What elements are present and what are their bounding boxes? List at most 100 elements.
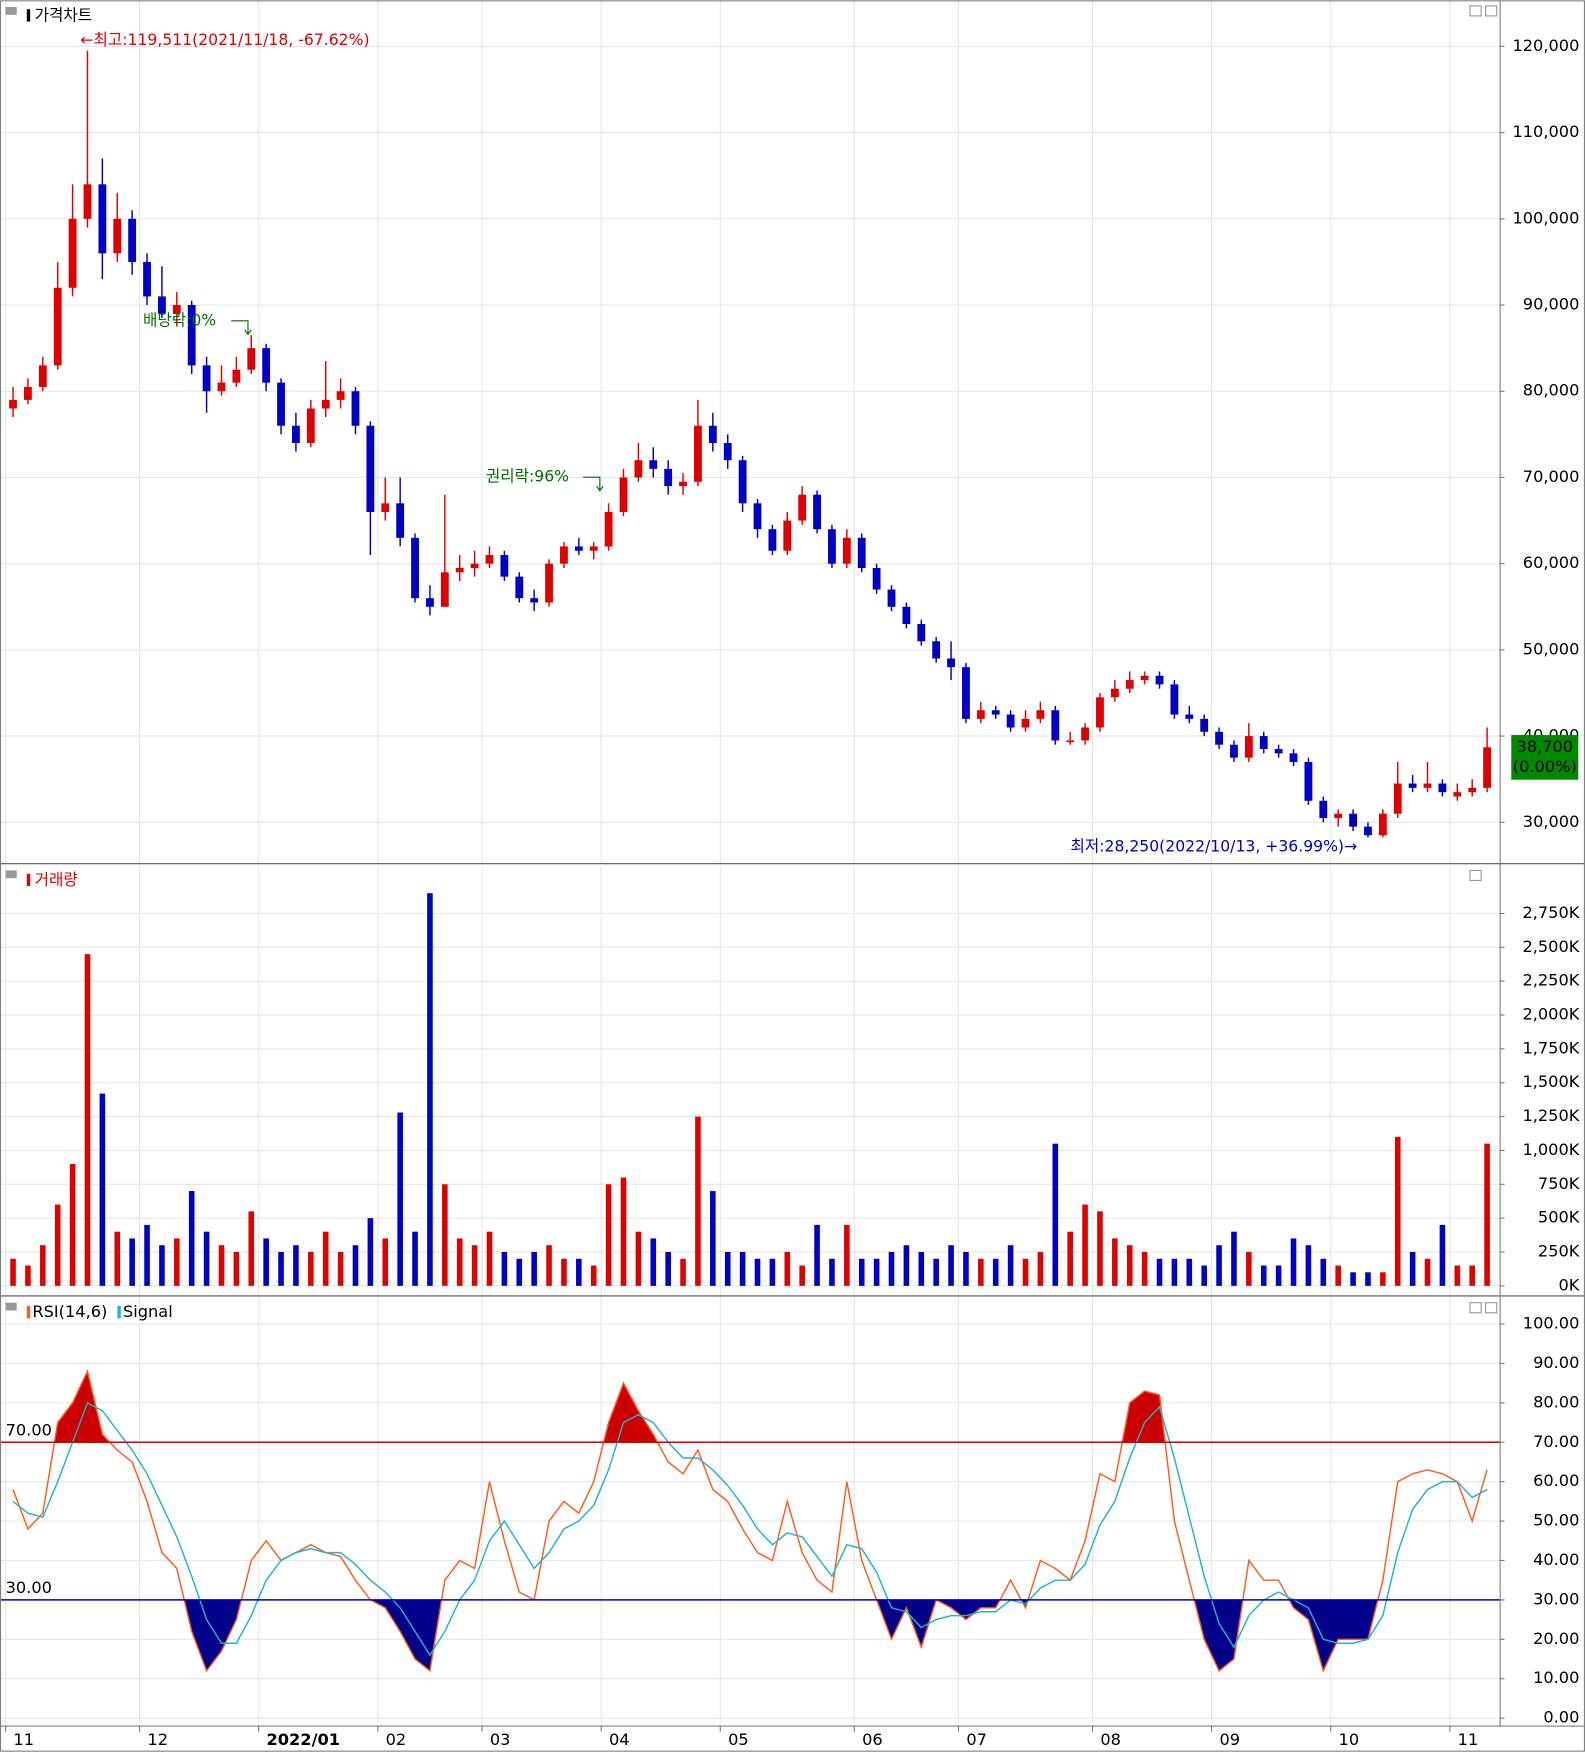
volume-bar (948, 1245, 954, 1286)
y-tick-label: 60.00 (1533, 1471, 1579, 1490)
candle-body (277, 382, 285, 426)
volume-bar (263, 1238, 269, 1286)
y-tick-label: 1,750K (1522, 1038, 1579, 1057)
candle-body (1334, 813, 1343, 819)
candle-body (604, 511, 613, 547)
candle-body (292, 425, 300, 443)
y-tick-label: 2,000K (1522, 1005, 1579, 1024)
volume-bar (1380, 1272, 1386, 1286)
panel-title: 가격차트 (35, 5, 93, 24)
candle-body (202, 365, 211, 392)
volume-bar (769, 1258, 776, 1286)
legend-swatch (26, 873, 31, 887)
y-tick-label: 1,500K (1522, 1072, 1579, 1091)
volume-bar (1350, 1272, 1356, 1286)
close-button[interactable] (1485, 5, 1498, 17)
x-tick-label: 11 (1458, 1730, 1479, 1749)
volume-bar (397, 1112, 403, 1286)
candle-body (515, 576, 524, 599)
annotation: ←최고:119,511(2021/11/18, -67.62%) (80, 30, 369, 49)
volume-bar (1275, 1265, 1282, 1286)
candle-body (619, 477, 628, 512)
volume-bar (114, 1231, 121, 1286)
volume-bar (1171, 1258, 1178, 1286)
minimize-button[interactable] (1469, 5, 1482, 17)
candle-body (1200, 718, 1209, 732)
candle-body (1170, 684, 1179, 715)
y-tick-label: 750K (1538, 1174, 1580, 1193)
volume-bar (605, 1184, 612, 1286)
y-tick-label: 100,000 (1512, 208, 1579, 227)
volume-bar (814, 1224, 820, 1286)
candle-body (708, 425, 717, 443)
y-tick-label: 80,000 (1523, 381, 1580, 400)
panel-icon (5, 870, 17, 879)
y-tick-label: 50,000 (1523, 639, 1580, 658)
legend-swatch (26, 1306, 31, 1319)
candle-body (1274, 749, 1283, 754)
threshold-label: 30.00 (6, 1578, 52, 1597)
candle-body (1378, 813, 1387, 836)
x-tick-label: 09 (1219, 1730, 1240, 1749)
candle-body (574, 546, 583, 551)
volume-bar (144, 1224, 150, 1286)
volume-bar (1007, 1245, 1014, 1286)
volume-bar (84, 954, 91, 1286)
panel-icon (5, 6, 17, 15)
volume-bar (1320, 1258, 1327, 1286)
candle-body (426, 598, 434, 607)
candle-body (262, 348, 271, 383)
candle-body (68, 218, 77, 288)
volume-bar (516, 1258, 523, 1286)
volume-bar (352, 1245, 359, 1286)
candle-body (98, 184, 107, 254)
minimize-button[interactable] (1469, 869, 1482, 882)
candle-body (679, 481, 687, 487)
annotation: 배당락:0% (143, 310, 216, 329)
x-tick-label: 08 (1100, 1730, 1121, 1749)
volume-bar (293, 1245, 299, 1286)
volume-bar (992, 1258, 999, 1286)
volume-bar (903, 1245, 910, 1286)
y-tick-label: 70,000 (1523, 467, 1580, 486)
y-tick-label: 0K (1558, 1275, 1579, 1294)
candle-body (917, 624, 926, 642)
volume-bar (1305, 1245, 1312, 1286)
label-layer: 30,00040,00050,00060,00070,00080,00090,0… (0, 30, 1580, 1749)
volume-bar (1454, 1265, 1461, 1286)
volume-bar (1216, 1245, 1222, 1286)
candle-body (1349, 813, 1357, 827)
volume-bar (576, 1258, 582, 1286)
candle-body (798, 494, 807, 521)
volume-bar (471, 1245, 478, 1286)
candle-body (947, 658, 955, 668)
volume-bar (799, 1265, 805, 1286)
candle-body (634, 460, 643, 478)
candle-body (962, 667, 970, 719)
minimize-button[interactable] (1469, 1302, 1482, 1314)
volume-bar (531, 1251, 537, 1286)
candle-body (1289, 753, 1298, 762)
candle-body (828, 529, 836, 564)
candle-body (1096, 697, 1104, 728)
volume-bar (159, 1245, 165, 1286)
legend-label: RSI(14,6) (32, 1302, 107, 1321)
x-tick-label: 12 (147, 1730, 168, 1749)
volume-bar (10, 1258, 16, 1286)
candle-body (321, 399, 330, 409)
legend-swatch (117, 1306, 121, 1319)
volume-bar (1156, 1258, 1163, 1286)
annotation-arrow (231, 320, 252, 336)
candle-body (1006, 714, 1015, 728)
volume-bar (844, 1224, 850, 1286)
y-tick-label: 110,000 (1512, 122, 1579, 141)
candle-body (351, 391, 360, 426)
candle-body (976, 710, 985, 719)
legend-label: Signal (123, 1302, 173, 1321)
candle-body (217, 382, 226, 392)
panel-title: 거래량 (35, 870, 78, 889)
volume-bar (1246, 1251, 1252, 1286)
annotation: 권리락:96% (486, 467, 569, 486)
close-button[interactable] (1485, 1302, 1498, 1314)
